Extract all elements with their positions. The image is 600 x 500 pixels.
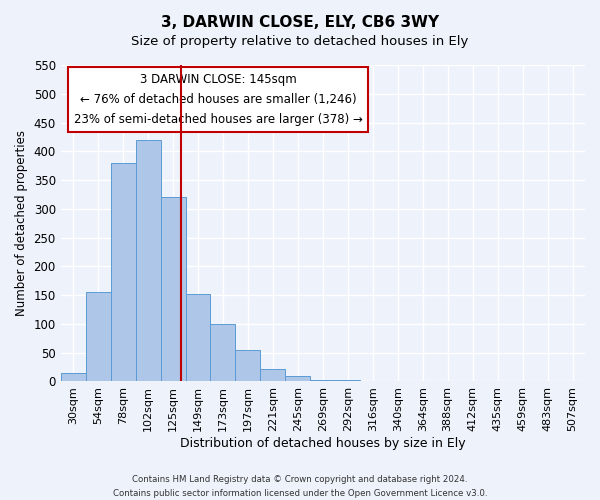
Bar	[410, 381, 435, 382]
Bar	[235, 350, 260, 382]
Bar	[61, 373, 86, 382]
Bar	[185, 294, 211, 382]
Bar	[560, 381, 585, 382]
Text: Size of property relative to detached houses in Ely: Size of property relative to detached ho…	[131, 35, 469, 48]
Bar	[260, 369, 286, 382]
Bar	[110, 163, 136, 382]
Text: Contains HM Land Registry data © Crown copyright and database right 2024.
Contai: Contains HM Land Registry data © Crown c…	[113, 476, 487, 498]
Bar	[136, 140, 161, 382]
Bar	[86, 292, 110, 382]
X-axis label: Distribution of detached houses by size in Ely: Distribution of detached houses by size …	[180, 437, 466, 450]
Y-axis label: Number of detached properties: Number of detached properties	[15, 130, 28, 316]
Text: 3, DARWIN CLOSE, ELY, CB6 3WY: 3, DARWIN CLOSE, ELY, CB6 3WY	[161, 15, 439, 30]
Bar	[510, 381, 535, 382]
Bar	[335, 380, 360, 382]
Bar	[385, 381, 410, 382]
Bar	[211, 324, 235, 382]
Bar	[310, 380, 335, 382]
Bar	[286, 376, 310, 382]
Bar	[161, 198, 185, 382]
Bar	[360, 381, 385, 382]
Text: 3 DARWIN CLOSE: 145sqm
← 76% of detached houses are smaller (1,246)
23% of semi-: 3 DARWIN CLOSE: 145sqm ← 76% of detached…	[74, 73, 362, 126]
Bar	[435, 381, 460, 382]
